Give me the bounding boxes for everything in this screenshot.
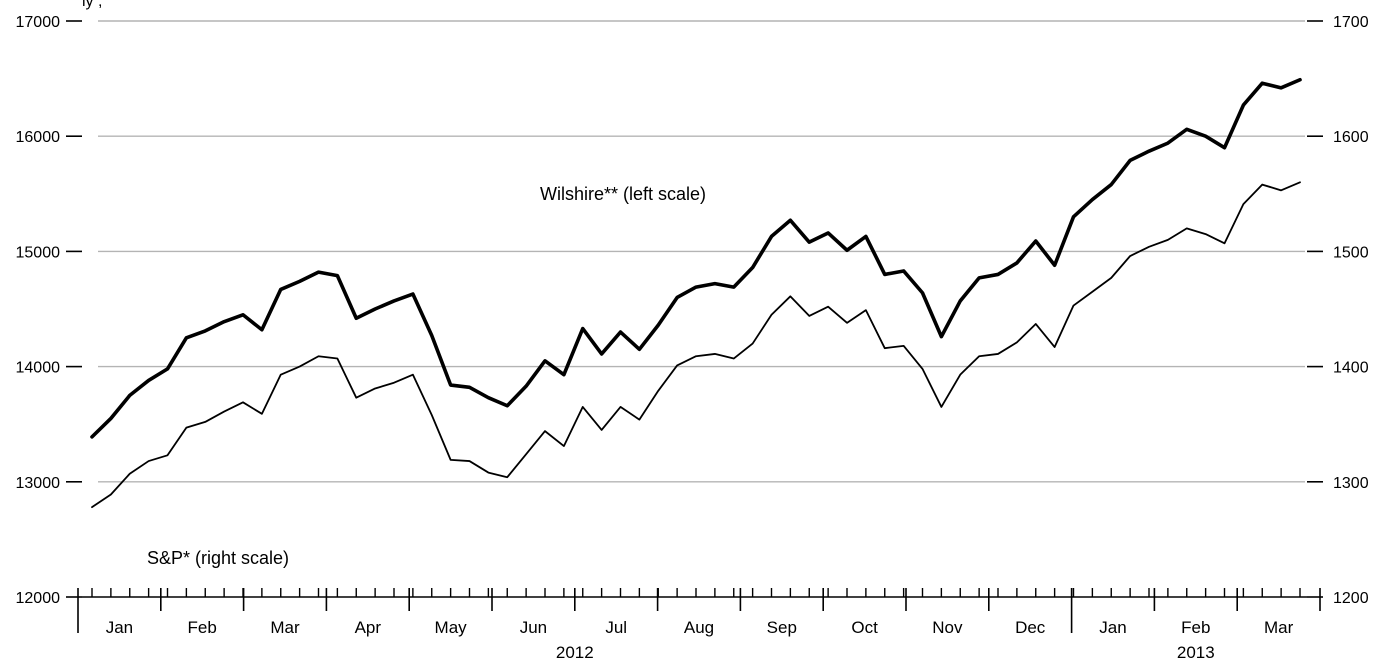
x-month-label: Oct: [851, 618, 878, 637]
sp-annotation: S&P* (right scale): [147, 548, 289, 568]
x-year-label: 2013: [1177, 643, 1215, 660]
x-month-label: Feb: [188, 618, 217, 637]
x-month-label: Jun: [520, 618, 547, 637]
left-axis-tick-label: 17000: [16, 14, 61, 31]
gridlines: [98, 20, 1305, 483]
top-partial-label: ly ,: [82, 0, 102, 10]
x-month-label: Nov: [932, 618, 963, 637]
x-month-label: Jan: [106, 618, 133, 637]
x-month-label: Dec: [1015, 618, 1046, 637]
right-axis-tick-label: 1700: [1333, 14, 1369, 31]
x-month-label: Jan: [1099, 618, 1126, 637]
x-month-label: Mar: [270, 618, 300, 637]
sp-series-line: [91, 181, 1301, 509]
x-month-label: Feb: [1181, 618, 1210, 637]
right-axis-tick-label: 1300: [1333, 475, 1369, 492]
right-axis-tick-label: 1200: [1333, 590, 1369, 607]
left-axis-tick-label: 14000: [16, 360, 61, 377]
x-month-label: May: [435, 618, 468, 637]
left-axis-tick-label: 16000: [16, 129, 61, 146]
x-month-label: Sep: [767, 618, 797, 637]
axes: 12000 13000 14000 15000 16000 17000 1200 1300 14…: [16, 14, 1369, 662]
wilshire-series-line: [90, 77, 1302, 439]
x-month-label: Mar: [1264, 618, 1294, 637]
left-axis-tick-label: 15000: [16, 244, 61, 261]
right-axis-tick-label: 1600: [1333, 129, 1369, 146]
x-month-label: Apr: [355, 618, 382, 637]
x-year-label: 2012: [556, 643, 594, 660]
x-month-label: Jul: [605, 618, 627, 637]
series-lines: [90, 77, 1302, 509]
wilshire-annotation: Wilshire** (left scale): [540, 184, 706, 204]
right-axis-tick-label: 1500: [1333, 244, 1369, 261]
left-axis-tick-label: 13000: [16, 475, 61, 492]
right-axis-tick-label: 1400: [1333, 360, 1369, 377]
x-month-label: Aug: [684, 618, 714, 637]
left-axis-tick-label: 12000: [16, 590, 61, 607]
